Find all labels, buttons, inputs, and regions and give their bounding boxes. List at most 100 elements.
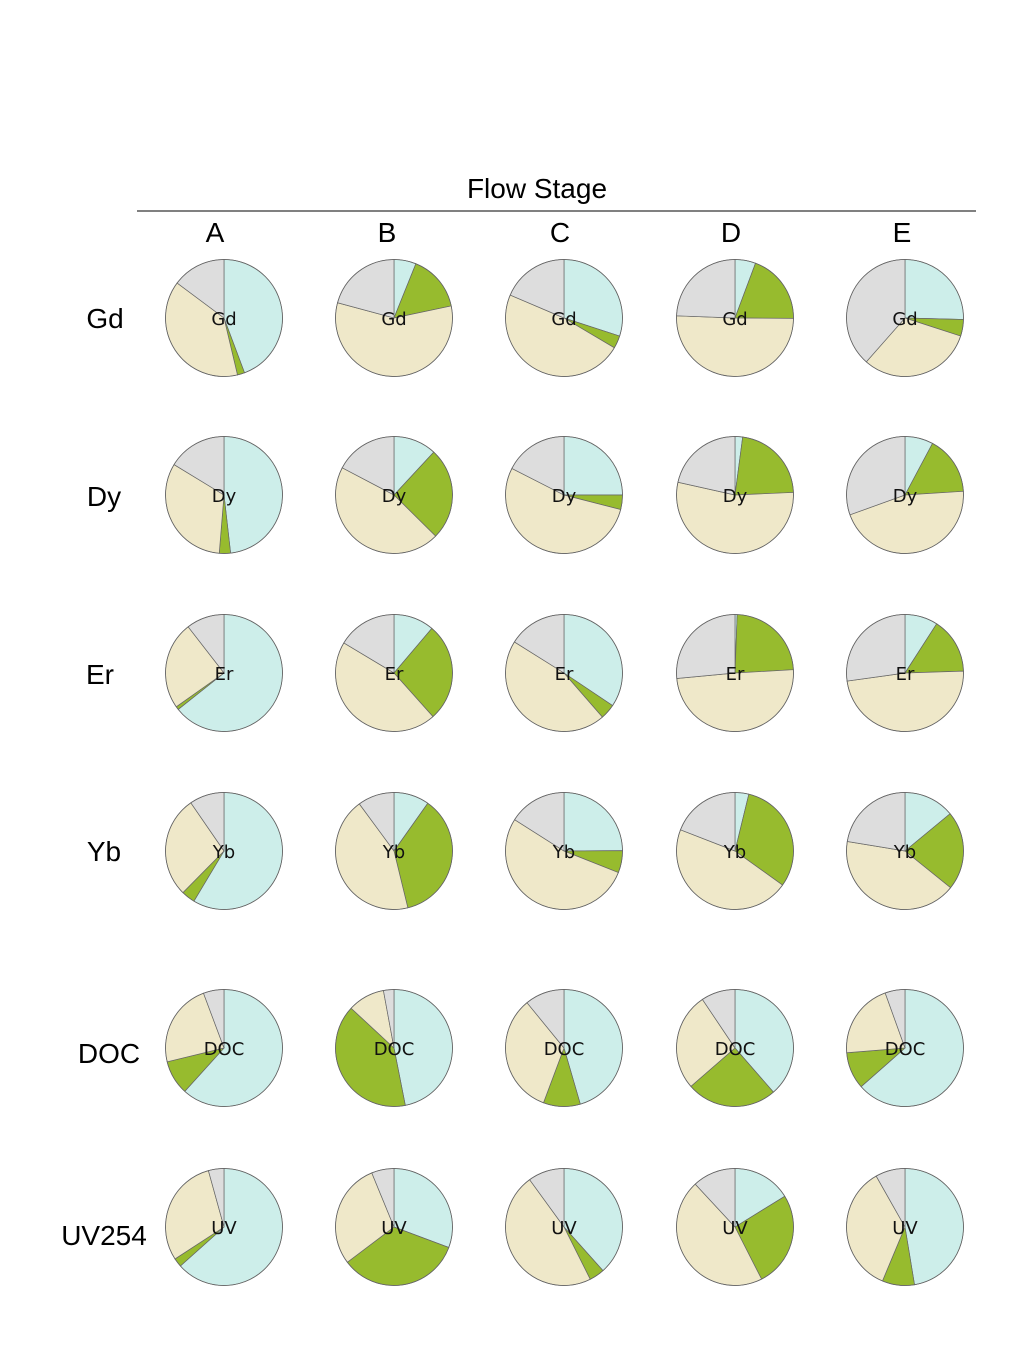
pie-dy-d: Dy [676,436,794,554]
pie-outline [505,614,623,732]
pie-yb-b: Yb [335,792,453,910]
pie-center-label: DOC [204,1039,245,1060]
pie-center-label: Gd [722,309,747,330]
column-label-d: D [721,217,741,248]
pie-uv254-d: UV [676,1168,794,1286]
pie-er-e: Er [846,614,964,732]
column-label-e: E [893,217,912,248]
pie-center-label: Er [555,664,574,685]
pie-uv254-a: UV [165,1168,283,1286]
pie-doc-d: DOC [676,989,794,1107]
pie-center-label: DOC [374,1039,415,1060]
row-label-dy: Dy [87,481,121,512]
pie-gd-e: Gd [846,259,964,377]
pie-outline [335,989,453,1107]
pie-doc-c: DOC [505,989,623,1107]
pie-gd-c: Gd [505,259,623,377]
pie-uv254-e: UV [846,1168,964,1286]
pie-outline [846,436,964,554]
pie-center-label: Er [726,664,745,685]
pie-dy-a: Dy [165,436,283,554]
pie-center-label: Dy [893,486,918,507]
chart-title: Flow Stage [467,173,607,204]
pie-yb-e: Yb [846,792,964,910]
pie-doc-a: DOC [165,989,283,1107]
pie-center-label: Gd [551,309,576,330]
pie-center-label: Er [896,664,915,685]
pie-yb-c: Yb [505,792,623,910]
pie-center-label: Dy [212,486,237,507]
pie-center-label: Dy [552,486,577,507]
pie-gd-d: Gd [676,259,794,377]
pie-center-label: Yb [723,842,746,863]
pie-outline [335,259,453,377]
pie-er-a: Er [165,614,283,732]
pie-outline [846,259,964,377]
pie-outline [335,436,453,554]
pie-center-label: DOC [715,1039,756,1060]
column-label-b: B [378,217,397,248]
pie-outline [676,614,794,732]
pie-center-label: Gd [381,309,406,330]
pie-doc-e: DOC [846,989,964,1107]
row-label-gd: Gd [86,303,123,334]
pie-dy-c: Dy [505,436,623,554]
pie-center-label: Er [385,664,404,685]
pie-center-label: DOC [544,1039,585,1060]
pie-outline [335,614,453,732]
pie-outline [335,792,453,910]
pie-er-d: Er [676,614,794,732]
pie-outline [676,436,794,554]
pie-er-b: Er [335,614,453,732]
pie-center-label: Yb [893,842,916,863]
pie-er-c: Er [505,614,623,732]
column-label-a: A [206,217,225,248]
pie-center-label: Yb [552,842,575,863]
pie-outline [846,1168,964,1286]
pie-outline [165,259,283,377]
pie-outline [505,259,623,377]
pie-center-label: Dy [382,486,407,507]
pie-outline [165,792,283,910]
column-labels: A B C D E [206,217,912,248]
pie-outline [165,989,283,1107]
pie-dy-e: Dy [846,436,964,554]
pie-outline [165,1168,283,1286]
pie-dy-b: Dy [335,436,453,554]
pie-center-label: Dy [723,486,748,507]
row-labels: Gd Dy Er Yb DOC UV254 [61,303,147,1251]
pie-gd-a: Gd [165,259,283,377]
pie-doc-b: DOC [335,989,453,1107]
pie-outline [676,792,794,910]
pie-center-label: Gd [892,309,917,330]
pie-yb-a: Yb [165,792,283,910]
pie-outline [676,989,794,1107]
pie-center-label: UV [722,1218,748,1239]
pie-outline [165,614,283,732]
pie-outline [505,792,623,910]
pie-outline [335,1168,453,1286]
column-label-c: C [550,217,570,248]
pie-center-label: UV [551,1218,577,1239]
pie-center-label: UV [381,1218,407,1239]
pie-center-label: Er [215,664,234,685]
pie-outline [846,614,964,732]
pie-outline [165,436,283,554]
row-label-yb: Yb [87,836,121,867]
pie-outline [846,989,964,1107]
pie-center-label: UV [211,1218,237,1239]
pie-outline [846,792,964,910]
row-label-er: Er [86,659,114,690]
pie-center-label: Yb [212,842,235,863]
pie-outline [505,989,623,1107]
pies: Gd Gd Gd Gd Gd Dy Dy Dy Dy Dy Er Er Er Er Er Yb Yb Yb Yb Yb… [165,259,964,1286]
pie-uv254-b: UV [335,1168,453,1286]
pie-outline [676,259,794,377]
pie-outline [505,436,623,554]
row-label-doc: DOC [78,1038,140,1069]
pie-uv254-c: UV [505,1168,623,1286]
pie-yb-d: Yb [676,792,794,910]
pie-center-label: Yb [382,842,405,863]
row-label-uv254: UV254 [61,1220,147,1251]
